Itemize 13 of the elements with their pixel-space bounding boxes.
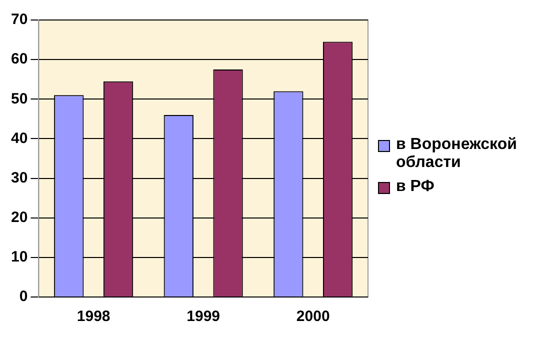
x-tick-label: 1998 <box>76 308 110 326</box>
y-tick-label: 10 <box>10 248 28 266</box>
y-tick-label: 60 <box>10 50 28 68</box>
y-tick-label: 70 <box>10 11 28 28</box>
y-tick-label: 0 <box>19 288 28 306</box>
y-tick-label: 20 <box>10 209 28 226</box>
legend-label: в РФ <box>396 178 434 196</box>
y-tick-label: 40 <box>10 130 28 147</box>
legend-label: в Воронежской области <box>396 136 518 172</box>
x-tick-label: 1999 <box>186 308 220 326</box>
y-tick-label: 30 <box>10 169 28 186</box>
y-tick-label: 50 <box>10 90 28 108</box>
x-tick-label: 2000 <box>296 308 330 326</box>
